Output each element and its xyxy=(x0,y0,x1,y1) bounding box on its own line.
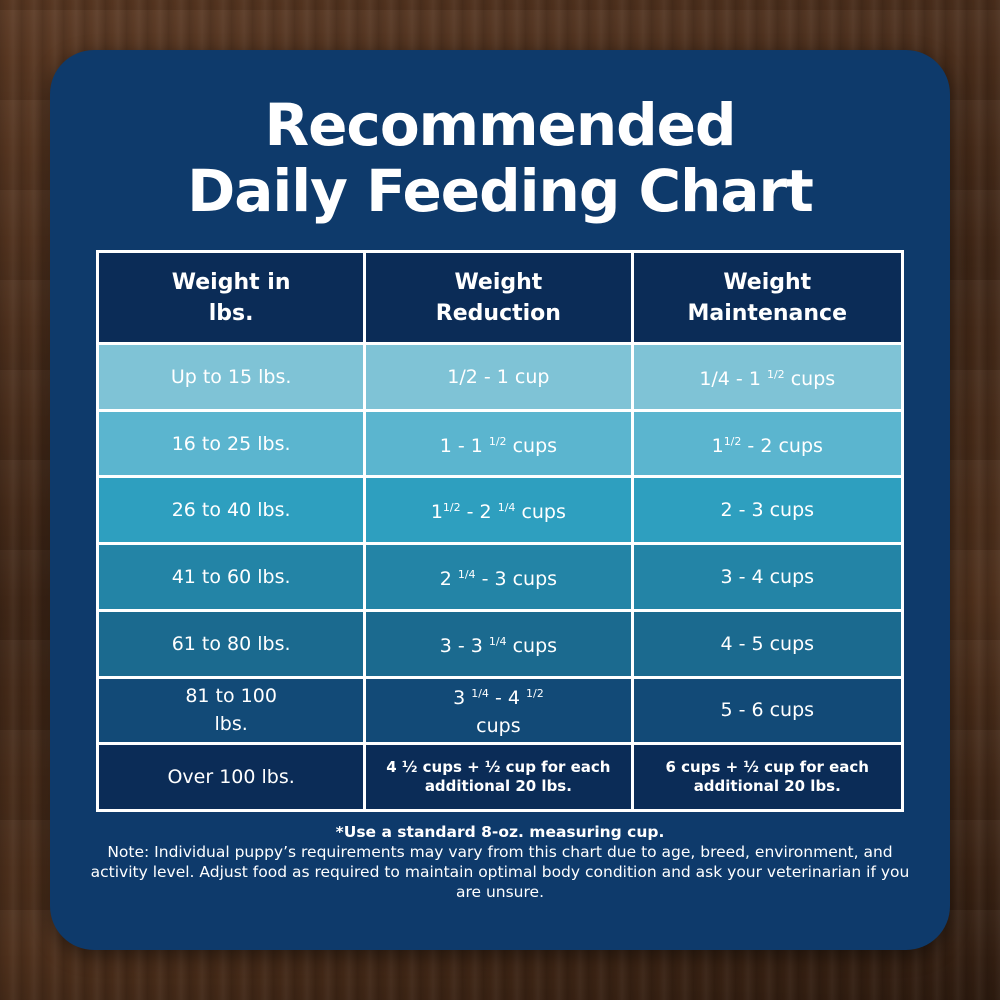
chart-title-line2: Daily Feeding Chart xyxy=(187,157,814,225)
table-row: 16 to 25 lbs. 1 - 1 1/2 cups 11/2 - 2 cups xyxy=(95,408,904,479)
table-row: 26 to 40 lbs. 11/2 - 2 1/4 cups 2 - 3 cups xyxy=(95,475,904,546)
reduction-text: 2 xyxy=(439,567,458,590)
cell-reduction: 1/2 - 1 cup xyxy=(363,342,634,412)
footer-notes: *Use a standard 8-oz. measuring cup. Not… xyxy=(80,822,920,902)
reduction-text: 4 ½ cups + ½ cup for each xyxy=(386,758,611,777)
cell-maintenance: 5 - 6 cups xyxy=(630,675,904,746)
cell-weight: 26 to 40 lbs. xyxy=(95,475,367,546)
feeding-chart-card: Recommended Daily Feeding Chart Weight i… xyxy=(50,50,950,950)
weight-text: lbs. xyxy=(214,713,248,736)
fraction-superscript: 1/2 xyxy=(525,687,544,701)
cell-weight: Up to 15 lbs. xyxy=(95,342,367,412)
cell-reduction: 3 1/4 - 4 1/2 cups xyxy=(363,675,634,746)
maintenance-text: 5 - 6 cups xyxy=(720,699,815,722)
maintenance-text: 1 xyxy=(711,434,724,457)
header-reduction-line1: Weight xyxy=(454,269,543,295)
header-maintenance-line1: Weight xyxy=(723,269,812,295)
cell-reduction: 11/2 - 2 1/4 cups xyxy=(363,475,634,546)
maintenance-text: 4 - 5 cups xyxy=(720,632,815,655)
reduction-text: - 4 xyxy=(488,687,526,710)
weight-text: 61 to 80 lbs. xyxy=(171,632,291,655)
reduction-text: 3 xyxy=(453,687,472,710)
reduction-text: 1 xyxy=(430,501,443,524)
fraction-superscript: 1/4 xyxy=(471,687,489,701)
table-row: 61 to 80 lbs. 3 - 3 1/4 cups 4 - 5 cups xyxy=(95,608,904,679)
header-row: Weight in lbs. Weight Reduction Weight M… xyxy=(95,250,904,345)
cell-reduction: 4 ½ cups + ½ cup for each additional 20 l… xyxy=(363,742,634,812)
cell-reduction: 2 1/4 - 3 cups xyxy=(363,542,634,612)
chart-title: Recommended Daily Feeding Chart xyxy=(50,92,950,224)
cell-weight: 16 to 25 lbs. xyxy=(95,408,367,479)
reduction-text: cups xyxy=(515,501,566,524)
table-row: Over 100 lbs. 4 ½ cups + ½ cup for each ad… xyxy=(95,742,904,812)
disclaimer-note: Note: Individual puppy’s requirements ma… xyxy=(90,843,910,901)
table-row: Up to 15 lbs. 1/2 - 1 cup 1/4 - 1 1/2 cups xyxy=(95,342,904,412)
maintenance-text: 6 cups + ½ cup for each xyxy=(665,758,869,777)
table-row: 81 to 100 lbs. 3 1/4 - 4 1/2 cups 5 - 6 cups xyxy=(95,675,904,746)
weight-text: 41 to 60 lbs. xyxy=(171,565,291,588)
maintenance-text: 1/4 - 1 xyxy=(699,367,767,390)
header-maintenance-line2: Maintenance xyxy=(687,300,847,326)
cell-maintenance: 4 - 5 cups xyxy=(630,608,904,679)
reduction-text: 1/2 - 1 cup xyxy=(447,365,550,388)
maintenance-text: additional 20 lbs. xyxy=(693,777,841,796)
cell-maintenance: 2 - 3 cups xyxy=(630,475,904,546)
maintenance-text: - 2 cups xyxy=(741,434,823,457)
cell-weight: 81 to 100 lbs. xyxy=(95,675,367,746)
fraction-superscript: 1/2 xyxy=(488,434,507,448)
feeding-table-header: Weight in lbs. Weight Reduction Weight M… xyxy=(95,250,904,345)
weight-text: 16 to 25 lbs. xyxy=(171,432,291,455)
reduction-text: cups xyxy=(506,434,558,457)
cell-reduction: 1 - 1 1/2 cups xyxy=(363,408,634,479)
header-weight-line2: lbs. xyxy=(208,300,254,326)
cell-weight: Over 100 lbs. xyxy=(95,742,367,812)
fraction-superscript: 1/2 xyxy=(723,434,742,448)
weight-text: Over 100 lbs. xyxy=(167,766,295,789)
cell-maintenance: 1/4 - 1 1/2 cups xyxy=(630,342,904,412)
chart-title-line1: Recommended xyxy=(264,91,736,159)
table-row: 41 to 60 lbs. 2 1/4 - 3 cups 3 - 4 cups xyxy=(95,542,904,612)
cell-reduction: 3 - 3 1/4 cups xyxy=(363,608,634,679)
reduction-text: additional 20 lbs. xyxy=(424,777,572,796)
measuring-cup-note: *Use a standard 8-oz. measuring cup. xyxy=(335,823,665,841)
reduction-text: cups xyxy=(476,715,521,738)
weight-text: Up to 15 lbs. xyxy=(170,365,292,388)
fraction-superscript: 1/4 xyxy=(497,501,516,515)
maintenance-text: 3 - 4 cups xyxy=(720,565,815,588)
header-weight: Weight in lbs. xyxy=(95,250,367,345)
reduction-text: 1 - 1 xyxy=(439,434,489,457)
fraction-superscript: 1/2 xyxy=(442,501,461,515)
maintenance-text: cups xyxy=(784,367,836,390)
reduction-text: - 3 cups xyxy=(475,567,558,590)
reduction-text: 3 - 3 xyxy=(439,634,489,657)
cell-maintenance: 6 cups + ½ cup for each additional 20 lbs… xyxy=(630,742,904,812)
cell-maintenance: 3 - 4 cups xyxy=(630,542,904,612)
cell-weight: 61 to 80 lbs. xyxy=(95,608,367,679)
feeding-table: Weight in lbs. Weight Reduction Weight M… xyxy=(95,250,904,812)
header-weight-line1: Weight in xyxy=(171,269,291,295)
cell-maintenance: 11/2 - 2 cups xyxy=(630,408,904,479)
fraction-superscript: 1/4 xyxy=(488,634,507,648)
reduction-text: cups xyxy=(506,634,558,657)
reduction-text: - 2 xyxy=(460,501,498,524)
maintenance-text: 2 - 3 cups xyxy=(720,499,815,522)
fraction-superscript: 1/2 xyxy=(766,367,785,381)
feeding-table-body: Up to 15 lbs. 1/2 - 1 cup 1/4 - 1 1/2 cups… xyxy=(95,342,904,812)
header-maintenance: Weight Maintenance xyxy=(630,250,904,345)
header-reduction: Weight Reduction xyxy=(363,250,634,345)
weight-text: 26 to 40 lbs. xyxy=(171,499,291,522)
weight-text: 81 to 100 xyxy=(185,685,277,708)
fraction-superscript: 1/4 xyxy=(457,567,476,581)
header-reduction-line2: Reduction xyxy=(435,300,561,326)
cell-weight: 41 to 60 lbs. xyxy=(95,542,367,612)
